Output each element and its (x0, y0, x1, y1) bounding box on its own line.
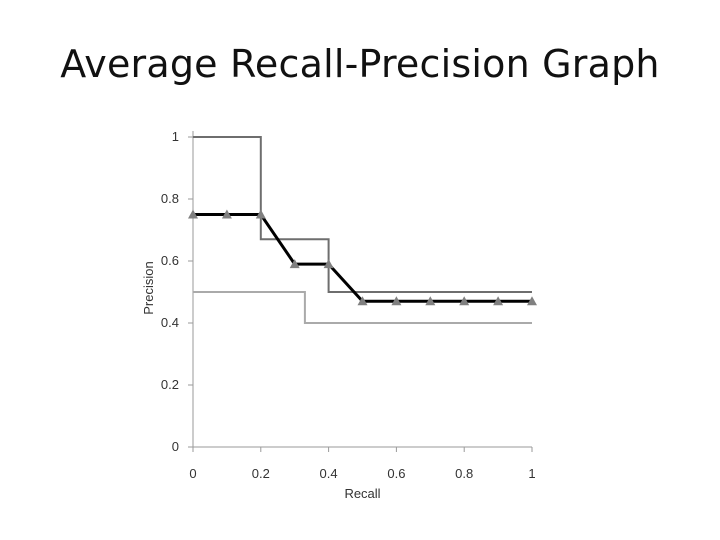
triangle-marker (391, 296, 402, 306)
y-tick-label: 0 (172, 439, 179, 454)
x-tick-label: 0 (189, 466, 196, 481)
x-tick-label: 0.4 (320, 466, 338, 481)
triangle-marker (188, 209, 198, 219)
slide-title: Average Recall-Precision Graph (60, 42, 660, 86)
triangle-marker (425, 296, 436, 306)
y-tick-label: 0.8 (161, 191, 179, 206)
triangle-marker (323, 259, 334, 269)
y-tick-label: 0.2 (161, 377, 179, 392)
triangle-marker (221, 209, 232, 219)
series-line-dark-gray (193, 136, 532, 293)
y-tick-label: 0.6 (161, 253, 179, 268)
x-tick-label: 0.6 (387, 466, 405, 481)
series-line-average (193, 213, 532, 303)
triangle-marker (493, 296, 504, 306)
x-axis-title: Recall (344, 486, 380, 501)
triangle-marker (255, 209, 266, 219)
y-axis-title: Precision (141, 261, 156, 314)
x-tick-label: 0.8 (455, 466, 473, 481)
triangle-marker (289, 259, 300, 269)
x-tick-label: 1 (528, 466, 535, 481)
plot-area: 0 0.2 0.4 0.6 0.8 1 0 0.2 0.4 0.6 0.8 1 Recall Precis… (141, 129, 537, 501)
triangle-marker (527, 296, 537, 306)
x-tick-label: 0.2 (252, 466, 270, 481)
series-line-light-gray (193, 291, 532, 324)
triangle-marker (459, 296, 470, 306)
y-tick-label: 0.4 (161, 315, 179, 330)
triangle-marker (357, 296, 368, 306)
y-tick-label: 1 (172, 129, 179, 144)
